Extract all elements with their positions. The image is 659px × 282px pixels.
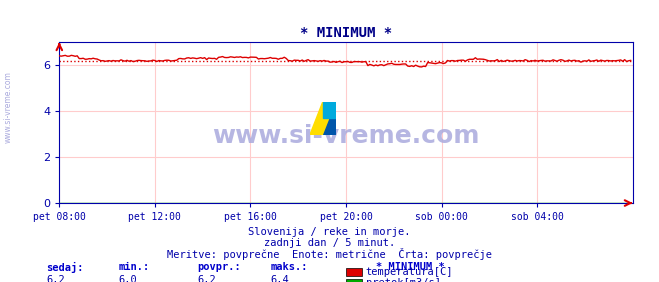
Polygon shape (323, 102, 336, 118)
Text: 6,0: 6,0 (119, 275, 137, 282)
Text: Slovenija / reke in morje.: Slovenija / reke in morje. (248, 227, 411, 237)
Title: * MINIMUM *: * MINIMUM * (300, 26, 392, 40)
Text: 6,2: 6,2 (46, 275, 65, 282)
Text: 6,4: 6,4 (270, 275, 289, 282)
Text: pretok[m3/s]: pretok[m3/s] (366, 278, 441, 282)
Text: www.si-vreme.com: www.si-vreme.com (212, 124, 480, 147)
Text: Meritve: povprečne  Enote: metrične  Črta: povprečje: Meritve: povprečne Enote: metrične Črta:… (167, 248, 492, 261)
Text: www.si-vreme.com: www.si-vreme.com (3, 71, 13, 143)
Text: temperatura[C]: temperatura[C] (366, 267, 453, 277)
Text: zadnji dan / 5 minut.: zadnji dan / 5 minut. (264, 238, 395, 248)
Text: min.:: min.: (119, 262, 150, 272)
Text: maks.:: maks.: (270, 262, 308, 272)
Text: povpr.:: povpr.: (198, 262, 241, 272)
Text: sedaj:: sedaj: (46, 262, 84, 273)
Polygon shape (310, 102, 336, 135)
Text: 6,2: 6,2 (198, 275, 216, 282)
Text: * MINIMUM *: * MINIMUM * (376, 262, 444, 272)
Polygon shape (323, 102, 336, 135)
